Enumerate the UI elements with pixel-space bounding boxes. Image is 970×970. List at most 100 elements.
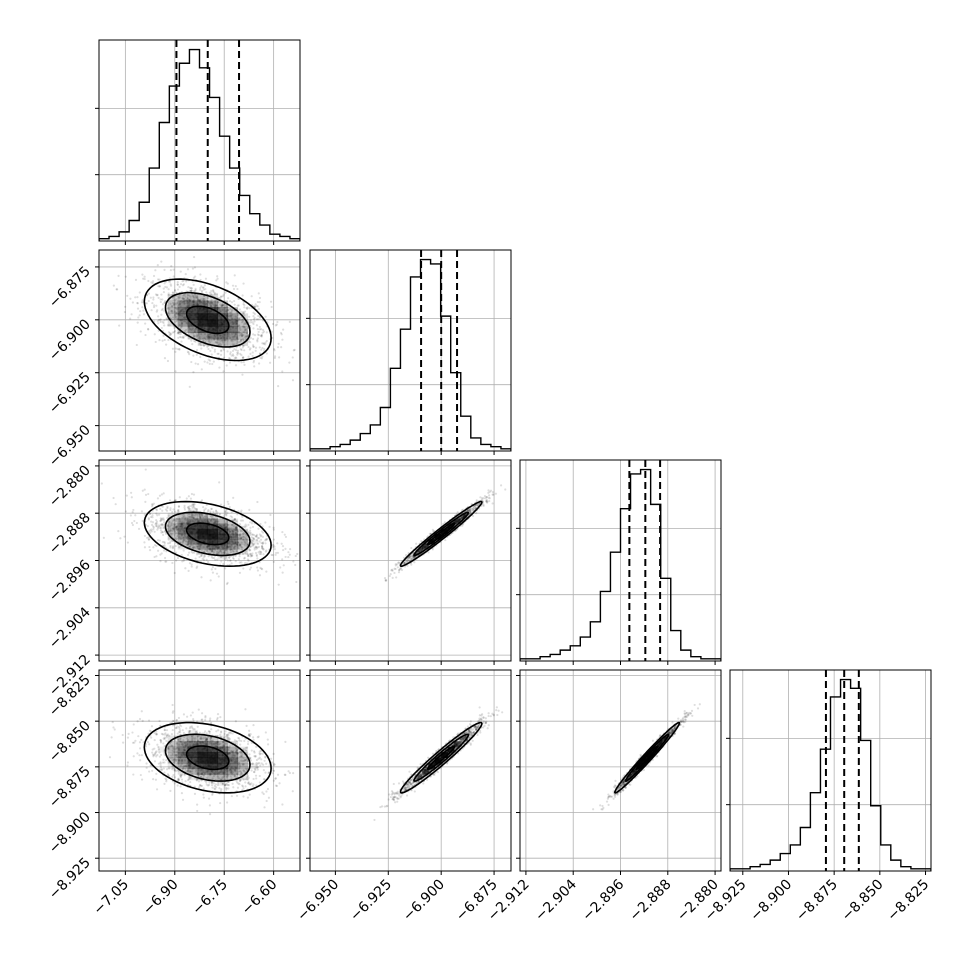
sample-point: [191, 514, 195, 517]
sample-point: [229, 547, 232, 550]
contour-2: [399, 500, 483, 567]
sample-point: [195, 508, 198, 511]
sample-point: [239, 535, 242, 538]
sample-point: [157, 745, 160, 749]
sample-point: [491, 490, 494, 494]
sample-point: [243, 326, 246, 329]
sample-point: [153, 304, 156, 307]
sample-point: [225, 788, 228, 791]
sample-point: [162, 742, 165, 745]
sample-point: [230, 338, 233, 342]
sample-point: [195, 768, 198, 771]
sample-point: [462, 515, 465, 518]
sample-point: [175, 718, 178, 722]
density-cell: [197, 332, 209, 340]
sample-point: [201, 516, 204, 519]
sample-point: [200, 544, 203, 547]
sample-point: [259, 550, 262, 554]
sample-point: [246, 778, 250, 781]
sample-point: [210, 568, 213, 571]
density-cell: [177, 533, 189, 540]
density-cell: [227, 332, 239, 340]
sample-point: [133, 519, 136, 523]
sample-point: [138, 741, 142, 744]
sample-point: [468, 508, 471, 511]
sample-point: [160, 326, 163, 330]
sample-point: [262, 792, 265, 796]
density-cell: [187, 313, 199, 321]
sample-point: [172, 545, 175, 548]
sample-point: [257, 318, 260, 321]
sample-point: [250, 539, 253, 542]
sample-point: [256, 569, 260, 572]
sample-point: [292, 560, 295, 563]
sample-point: [168, 520, 171, 523]
sample-point: [149, 512, 152, 515]
sample-point: [259, 566, 262, 569]
sample-point: [245, 746, 249, 749]
sample-point: [281, 571, 284, 574]
sample-point: [230, 524, 234, 527]
sample-point: [170, 305, 174, 308]
sample-point: [226, 511, 229, 514]
sample-point: [218, 310, 221, 313]
sample-point: [240, 333, 243, 336]
sample-point: [236, 530, 240, 533]
sample-point: [139, 330, 142, 333]
sample-point: [214, 304, 217, 307]
sample-point: [271, 545, 275, 548]
sample-point: [174, 758, 178, 761]
density-cell: [247, 539, 259, 545]
sample-point: [177, 332, 181, 335]
sample-point: [147, 517, 150, 520]
sample-point: [198, 513, 201, 516]
sample-point: [179, 731, 182, 734]
sample-point: [215, 510, 218, 513]
sample-point: [192, 546, 195, 549]
sample-point: [150, 309, 153, 312]
sample-point: [198, 514, 201, 517]
sample-point: [215, 292, 219, 296]
sample-point: [214, 301, 217, 304]
sample-point: [148, 549, 152, 552]
sample-point: [224, 742, 227, 745]
sample-point: [152, 546, 155, 549]
sample-point: [210, 289, 213, 293]
sample-point: [205, 771, 208, 774]
sample-point: [191, 327, 194, 330]
sample-point: [255, 784, 258, 787]
sample-point: [155, 508, 158, 511]
sample-point: [175, 525, 178, 529]
sample-point: [456, 511, 459, 514]
panel-content: [310, 460, 511, 661]
sample-point: [197, 333, 200, 336]
sample-point: [242, 356, 245, 359]
sample-point: [420, 539, 423, 543]
sample-point: [152, 298, 155, 301]
sample-point: [249, 555, 252, 558]
density-cell: [197, 549, 209, 555]
sample-point: [238, 523, 242, 526]
sample-point: [226, 521, 229, 524]
sample-point: [408, 556, 411, 559]
density-cell: [454, 518, 461, 524]
sample-point: [165, 729, 169, 732]
sample-point: [196, 296, 199, 299]
sample-point: [220, 304, 223, 307]
sample-point: [159, 529, 163, 532]
sample-point: [126, 761, 130, 764]
sample-point: [176, 347, 179, 351]
sample-point: [419, 548, 422, 552]
sample-point: [177, 510, 180, 513]
histogram-0: [99, 48, 300, 241]
sample-point: [248, 307, 251, 310]
sample-point: [187, 351, 190, 354]
sample-point: [148, 743, 151, 746]
sample-point: [183, 302, 186, 305]
sample-point: [182, 540, 185, 543]
sample-point: [184, 741, 188, 744]
sample-point: [263, 347, 266, 351]
density-cell: [217, 326, 229, 333]
sample-point: [184, 536, 188, 539]
sample-point: [259, 356, 262, 360]
